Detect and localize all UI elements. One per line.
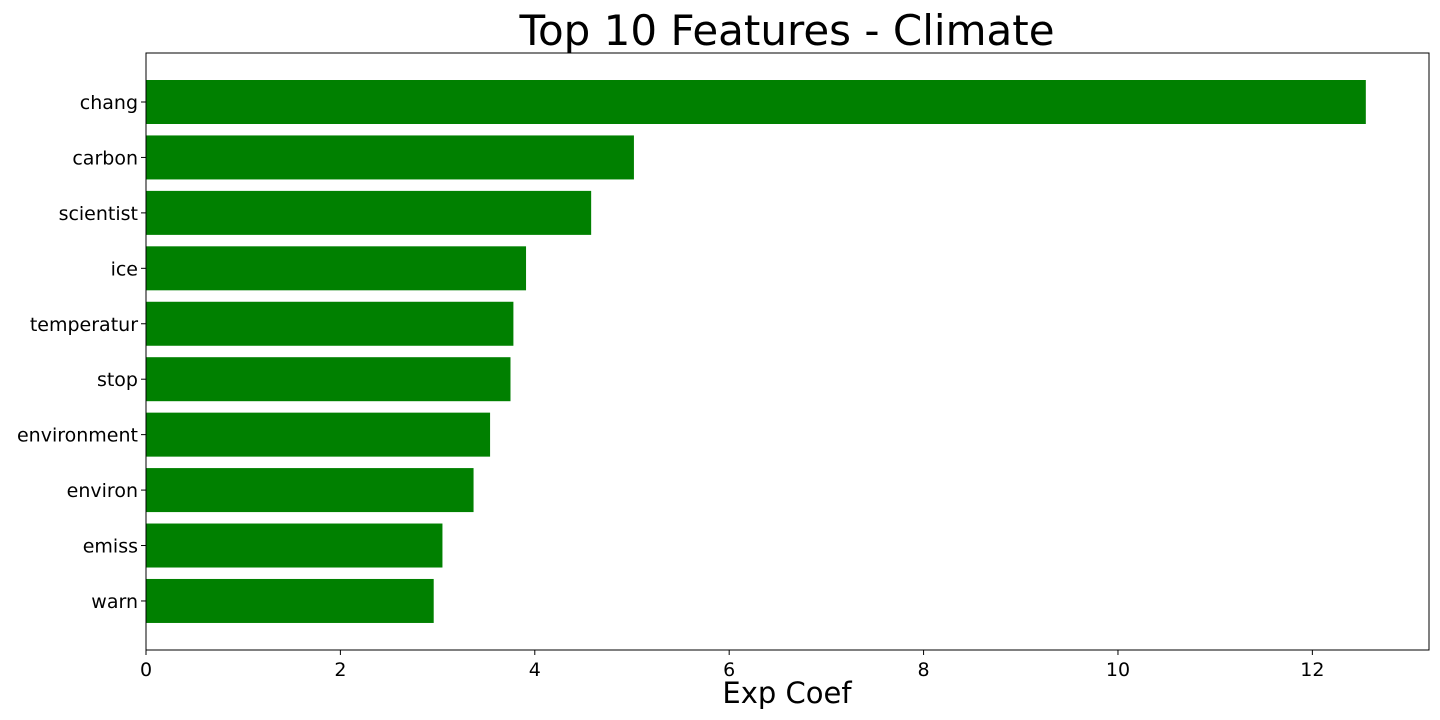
x-tick-label-6: 6 [723, 659, 735, 681]
x-ticks: 0 2 4 6 8 10 12 [140, 650, 1324, 681]
x-tick-label-8: 8 [918, 659, 930, 681]
y-tick-label-carbon: carbon [72, 147, 138, 169]
y-tick-label-ice: ice [111, 258, 138, 280]
bar-scientist [146, 190, 592, 235]
bar-chang [146, 80, 1366, 124]
y-tick-label-environment: environment [17, 425, 138, 447]
bar-environment [146, 412, 491, 457]
plot-frame [145, 52, 1430, 651]
x-tick-label-0: 0 [140, 659, 152, 681]
y-tick-label-emiss: emiss [83, 536, 138, 558]
y-tick-label-warn: warn [91, 591, 138, 613]
bar-emiss [146, 523, 443, 568]
bar-temperatur [146, 301, 514, 346]
bar-warn [146, 578, 434, 623]
bar-environ [146, 468, 474, 513]
y-tick-label-scientist: scientist [59, 203, 138, 225]
bar-ice [146, 246, 527, 291]
chart-title: Top 10 Features - Climate [518, 6, 1054, 55]
x-tick-label-10: 10 [1106, 659, 1130, 681]
y-tick-labels: chang carbon scientist ice temperatur stop env… [17, 92, 146, 613]
y-tick-label-chang: chang [80, 92, 138, 114]
bar-carbon [146, 135, 634, 180]
bars-group [146, 80, 1366, 623]
x-tick-label-12: 12 [1300, 659, 1324, 681]
x-tick-label-2: 2 [334, 659, 346, 681]
y-tick-label-stop: stop [97, 369, 138, 391]
x-axis-label: Exp Coef [722, 676, 852, 710]
bar-stop [146, 357, 511, 402]
y-tick-label-temperatur: temperatur [30, 314, 138, 336]
x-tick-label-4: 4 [529, 659, 541, 681]
y-tick-label-environ: environ [67, 480, 138, 502]
